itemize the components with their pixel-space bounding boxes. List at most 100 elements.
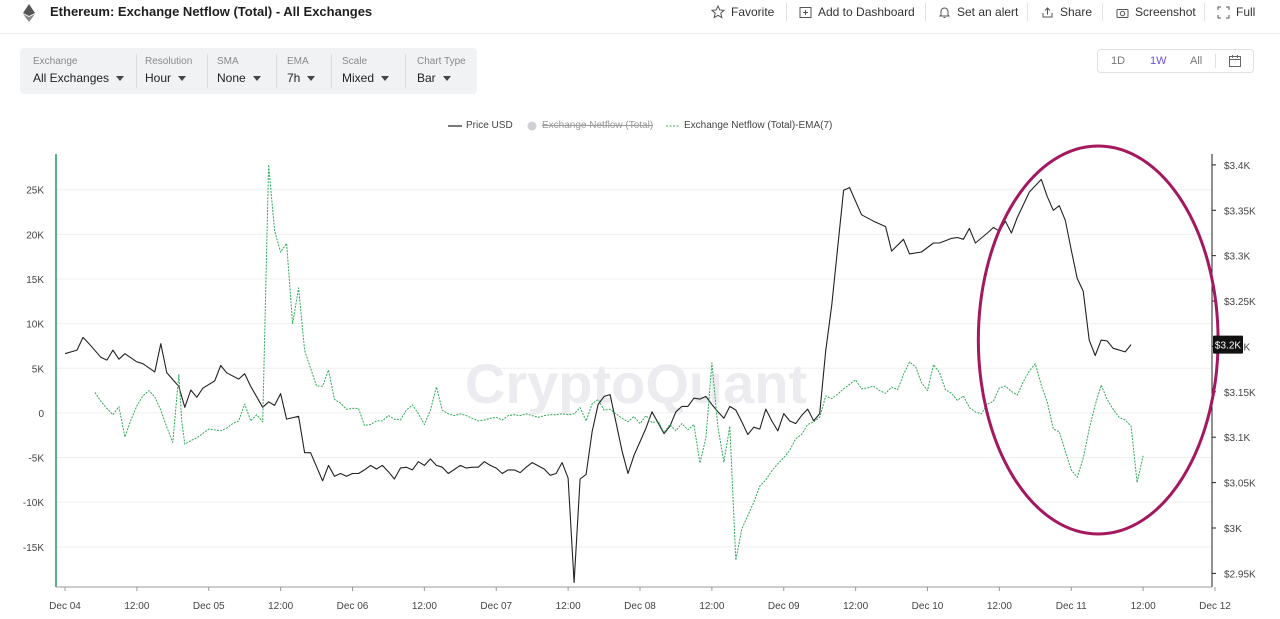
price-tag-label: $3.2K: [1215, 341, 1241, 352]
legend-item-netflow-ema[interactable]: Exchange Netflow (Total)-EMA(7): [666, 120, 832, 131]
exchange-label: Exchange: [33, 56, 78, 67]
x-tick-label: 12:00: [699, 601, 724, 612]
sma-label: SMA: [217, 56, 239, 67]
y-left-tick-label: 5K: [32, 364, 45, 375]
range-1w-button[interactable]: 1W: [1150, 55, 1167, 67]
y-right-tick-label: $3.05K: [1224, 479, 1256, 490]
bell-icon: [938, 7, 951, 18]
set-alert-button[interactable]: Set an alert: [938, 3, 1018, 21]
chart-legend: Price USD Exchange Netflow (Total) Excha…: [0, 120, 1280, 134]
y-right-tick-label: $3.25K: [1224, 297, 1256, 308]
x-tick-label: Dec 06: [337, 601, 369, 612]
x-tick-label: 12:00: [556, 601, 581, 612]
share-button[interactable]: Share: [1041, 3, 1092, 21]
legend-dot-swatch: [527, 121, 537, 130]
resolution-value: Hour: [145, 71, 172, 85]
header-separator: [1204, 3, 1205, 21]
scale-select[interactable]: Scale Mixed: [342, 48, 397, 94]
y-right-tick-label: $3.1K: [1224, 433, 1250, 444]
y-right-tick-label: $3.4K: [1224, 161, 1250, 172]
ema-select[interactable]: EMA 7h: [287, 48, 327, 94]
header-separator: [1027, 3, 1028, 21]
x-tick-label: 12:00: [843, 601, 868, 612]
chart-type-select[interactable]: Chart Type Bar: [417, 48, 472, 94]
price-tag-bg: [1213, 335, 1243, 354]
add-to-dashboard-label: Add to Dashboard: [818, 5, 915, 19]
sma-value: None: [217, 71, 246, 85]
exchange-value: All Exchanges: [33, 71, 110, 85]
y-left-tick-label: 20K: [26, 230, 44, 241]
ema-label: EMA: [287, 56, 309, 67]
range-all-button[interactable]: All: [1190, 55, 1203, 67]
watermark-text: CryptoQuant: [465, 352, 807, 415]
x-tick-label: Dec 07: [480, 601, 512, 612]
y-right-tick-label: $2.95K: [1224, 569, 1256, 580]
x-tick-label: 12:00: [412, 601, 437, 612]
y-right-tick-label: $3.15K: [1224, 388, 1256, 399]
chart-annotation: [976, 144, 1220, 536]
control-separator: [405, 54, 406, 88]
add-to-dashboard-button[interactable]: Add to Dashboard: [799, 3, 915, 21]
x-tick-label: Dec 08: [624, 601, 656, 612]
y-axis-labels: 25K 20K 15K 10K 5K 0 -5K -10K -15K $3.4K $3.35K $3.…: [23, 161, 1256, 580]
y-left-tick-label: 0: [38, 409, 44, 420]
resolution-select[interactable]: Resolution Hour: [145, 48, 207, 94]
series-line-netflow-ema: [94, 164, 1144, 561]
ethereum-logo-icon: [23, 4, 35, 22]
legend-label-netflow: Exchange Netflow (Total): [542, 120, 654, 131]
screenshot-button[interactable]: Screenshot: [1116, 3, 1196, 21]
y-right-tick-label: $3.35K: [1224, 206, 1256, 217]
y-left-tick-label: -10K: [23, 498, 44, 509]
range-separator: [1215, 54, 1216, 68]
y-left-tick-label: 10K: [26, 320, 44, 331]
chart-type-label: Chart Type: [417, 56, 466, 67]
resolution-label: Resolution: [145, 56, 193, 67]
control-separator: [276, 54, 277, 88]
set-alert-label: Set an alert: [957, 5, 1019, 19]
legend-label-price: Price USD: [466, 120, 513, 131]
header-separator: [786, 3, 787, 21]
exchange-select[interactable]: Exchange All Exchanges: [33, 48, 133, 94]
calendar-icon[interactable]: [1229, 55, 1241, 67]
sma-select[interactable]: SMA None: [217, 48, 272, 94]
y-left-tick-label: -15K: [23, 543, 44, 554]
control-separator: [331, 54, 332, 88]
chart-type-value: Bar: [417, 71, 436, 85]
x-tick-label: Dec 10: [912, 601, 944, 612]
chart-controls: Exchange All Exchanges Resolution Hour S…: [20, 48, 477, 94]
x-tick-label: Dec 11: [1056, 601, 1087, 612]
chart-series: [64, 164, 1144, 584]
control-separator: [207, 54, 208, 88]
ema-value: 7h: [287, 71, 301, 85]
share-icon: [1042, 6, 1053, 17]
favorite-button[interactable]: Favorite: [711, 3, 774, 21]
header-separator: [1102, 3, 1103, 21]
highlight-ellipse: [976, 144, 1220, 536]
caret-down-icon: [442, 75, 451, 81]
x-tick-label: Dec 09: [768, 601, 800, 612]
x-tick-label: Dec 04: [49, 601, 81, 612]
caret-down-icon: [116, 75, 125, 81]
legend-label-netflow-ema: Exchange Netflow (Total)-EMA(7): [684, 120, 833, 131]
dashboard-add-icon: [799, 6, 812, 18]
share-label: Share: [1060, 5, 1093, 19]
caret-down-icon: [252, 75, 261, 81]
legend-item-price[interactable]: Price USD: [448, 120, 513, 131]
y-left-tick-label: 25K: [26, 186, 44, 197]
star-icon: [711, 5, 725, 19]
x-axis-labels: Dec 04 12:00 Dec 05 12:00 Dec 06 12:00 Dec 07 1…: [49, 587, 1231, 612]
legend-item-netflow[interactable]: Exchange Netflow (Total): [527, 120, 653, 131]
y-left-tick-label: 15K: [26, 275, 44, 286]
full-button[interactable]: Full: [1217, 3, 1255, 21]
full-label: Full: [1236, 5, 1256, 19]
legend-line-swatch: [448, 124, 462, 127]
range-1d-button[interactable]: 1D: [1111, 55, 1126, 67]
header-separator: [925, 3, 926, 21]
y-left-tick-label: -5K: [28, 454, 44, 465]
y-right-tick-label: $3.3K: [1224, 252, 1250, 263]
x-tick-label: 12:00: [1131, 601, 1156, 612]
favorite-label: Favorite: [731, 5, 775, 19]
time-range-group: 1D 1W All: [1097, 49, 1254, 73]
caret-down-icon: [178, 75, 187, 81]
